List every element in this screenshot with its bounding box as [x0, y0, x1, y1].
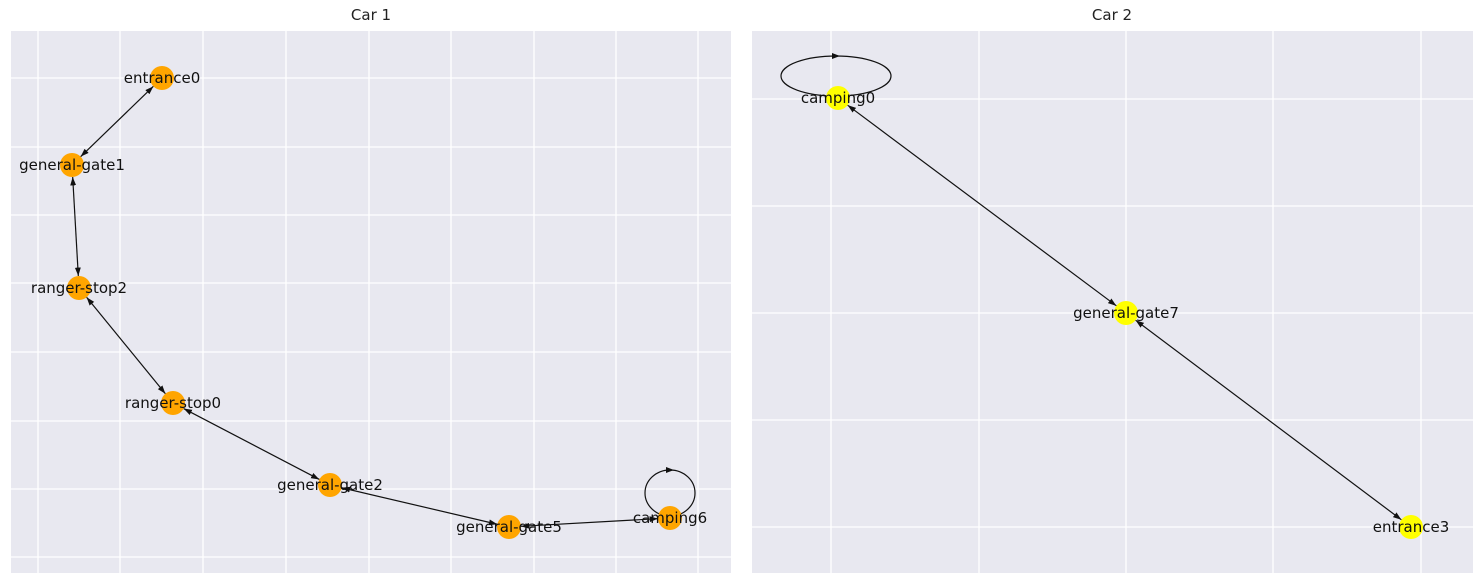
node-label-entrance0: entrance0 [124, 69, 201, 87]
panel-car-1: entrance0 general-gate1 ranger-stop2 ranger… [11, 31, 731, 573]
panel-car-2: camping0 general-gate7 entrance3 [752, 31, 1473, 573]
edge-general-gate2-general-gate5 [341, 486, 498, 526]
edge-ranger-stop2-ranger-stop0 [86, 296, 166, 395]
node-general-gate2 [318, 473, 342, 497]
edge-entrance0-general-gate1 [80, 85, 154, 158]
node-general-gate1 [60, 153, 84, 177]
node-label-general-gate7: general-gate7 [1073, 304, 1179, 322]
node-general-gate5 [497, 515, 521, 539]
self-loop-arrowhead [666, 467, 674, 473]
node-camping0 [826, 86, 850, 110]
self-loop-arrowhead [832, 53, 840, 59]
edge-general-gate7-entrance3 [1135, 319, 1402, 521]
panel-title-car-2: Car 2 [1091, 6, 1133, 24]
node-label-ranger-stop0: ranger-stop0 [125, 394, 221, 412]
edge-general-gate5-camping6 [520, 516, 659, 529]
node-label-ranger-stop2: ranger-stop2 [31, 279, 127, 297]
node-label-general-gate5: general-gate5 [456, 518, 562, 536]
node-ranger-stop0 [161, 391, 185, 415]
node-label-general-gate1: general-gate1 [19, 156, 125, 174]
panel-title-car-1: Car 1 [350, 6, 392, 24]
node-label-general-gate2: general-gate2 [277, 476, 383, 494]
node-general-gate7 [1114, 301, 1138, 325]
node-label-camping6: camping6 [633, 509, 707, 527]
node-ranger-stop2 [67, 276, 91, 300]
node-label-entrance3: entrance3 [1373, 518, 1450, 536]
node-entrance3 [1399, 515, 1423, 539]
edge-general-gate1-ranger-stop2 [70, 176, 81, 277]
node-camping6 [658, 506, 682, 530]
node-entrance0 [150, 66, 174, 90]
node-label-camping0: camping0 [801, 89, 875, 107]
edge-ranger-stop0-general-gate2 [183, 408, 320, 480]
edge-camping0-general-gate7 [847, 104, 1117, 307]
